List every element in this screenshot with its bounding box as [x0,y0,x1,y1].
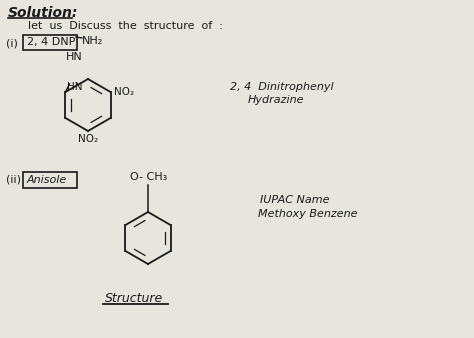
Text: Solution:: Solution: [8,6,78,20]
Text: (i): (i) [6,38,18,48]
Text: Structure: Structure [105,292,163,305]
Text: HN: HN [67,82,83,92]
Text: IUPAC Name: IUPAC Name [260,195,329,205]
Text: Anisole: Anisole [27,175,67,185]
Text: Methoxy Benzene: Methoxy Benzene [258,209,357,219]
Text: 2, 4 DNP: 2, 4 DNP [27,38,75,48]
Text: O- CH₃: O- CH₃ [130,172,167,182]
Text: (ii): (ii) [6,175,21,185]
Text: HN: HN [66,52,83,62]
Text: NH₂: NH₂ [82,36,103,46]
Text: Hydrazine: Hydrazine [248,95,304,105]
Text: NO₂: NO₂ [113,87,134,97]
Text: NO₂: NO₂ [78,134,98,144]
Text: 2, 4  Dinitrophenyl: 2, 4 Dinitrophenyl [230,82,334,92]
Text: let  us  Discuss  the  structure  of  :: let us Discuss the structure of : [28,21,223,31]
